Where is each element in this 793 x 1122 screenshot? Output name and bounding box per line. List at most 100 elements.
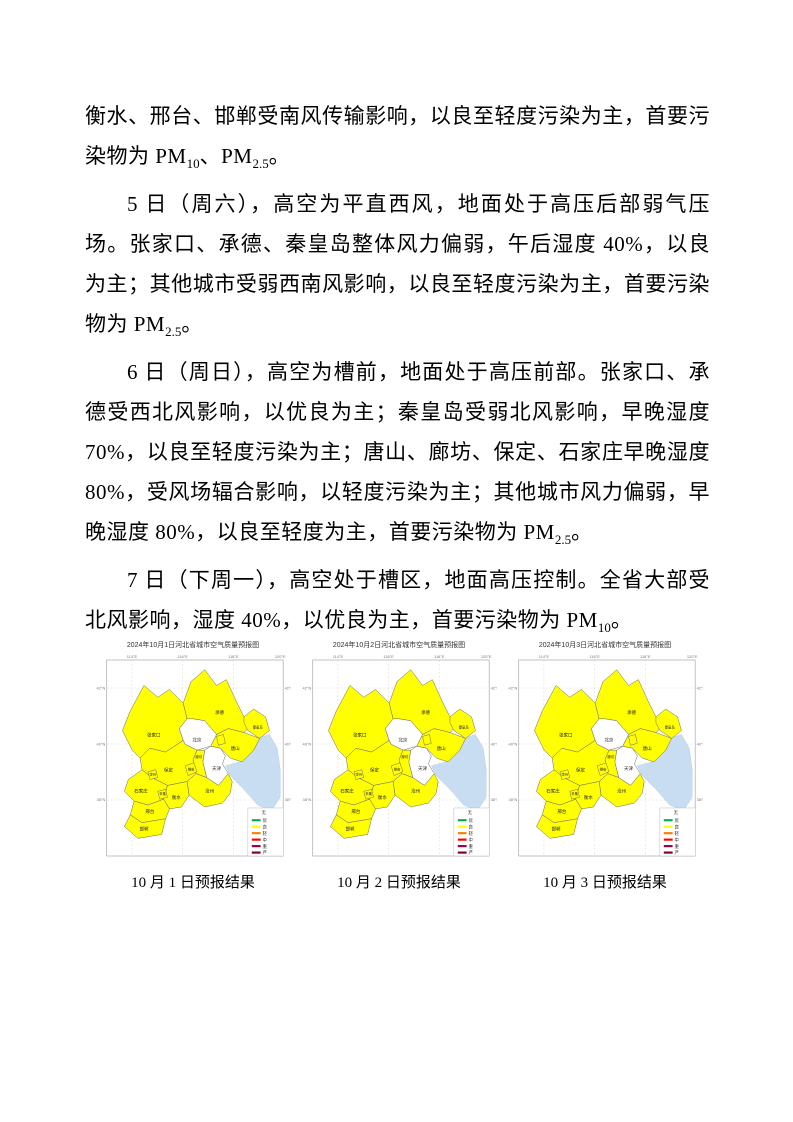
region-xinji	[569, 789, 580, 800]
axis-label: 38°N	[491, 797, 497, 802]
forecast-map-1: 2024年10月1日河北省城市空气质量预报图 114°E 116°E 118°E…	[95, 640, 291, 892]
axis-labels: 114°E 116°E 118°E 120°E 42°N 40°N 38°N 4…	[97, 654, 291, 802]
label-chengde: 承德	[421, 709, 430, 716]
forecast-maps-row: 2024年10月1日河北省城市空气质量预报图 114°E 116°E 118°E…	[95, 640, 705, 892]
axis-labels: 114°E 116°E 118°E 120°E 42°N 40°N 38°N 4…	[509, 654, 703, 802]
legend-label: 严	[675, 850, 680, 856]
label-xiongan: 雄安	[188, 767, 195, 772]
legend-label: 轻	[675, 830, 680, 837]
label-xiongan: 雄安	[600, 767, 607, 772]
label-langfang: 廊坊	[608, 754, 615, 759]
label-langfang: 廊坊	[402, 754, 409, 759]
region-langfang-exclave	[628, 734, 638, 746]
region-dingzhou	[147, 769, 158, 780]
map-image: 114°E 116°E 118°E 120°E 42°N 40°N 38°N 4…	[303, 654, 497, 857]
axis-label: 40°N	[285, 741, 291, 746]
label-qinhuangdao: 秦皇岛	[459, 725, 470, 730]
city-regions	[534, 669, 682, 839]
axis-label: 38°N	[509, 797, 518, 802]
label-xinji: 辛集	[571, 791, 578, 796]
label-shijiazhuang: 石家庄	[134, 787, 148, 794]
region-dingzhou	[559, 769, 570, 780]
legend-label: 良	[263, 823, 268, 830]
legend-label: 中	[263, 836, 267, 843]
legend-label: 优	[469, 817, 474, 824]
region-xinji	[363, 789, 374, 800]
label-baoding: 保定	[164, 767, 173, 774]
label-shijiazhuang: 石家庄	[546, 787, 560, 794]
axis-label: 40°N	[97, 741, 106, 746]
legend-label: 轻	[469, 830, 474, 837]
legend-label: 优	[675, 817, 680, 824]
region-handan	[124, 814, 166, 839]
axis-label: 42°N	[303, 685, 312, 690]
paragraph: 7 日（下周一），高空处于槽区，地面高压控制。全省大部受北风影响，湿度 40%，…	[85, 568, 710, 635]
city-labels: 张家口 承德 秦皇岛 唐山 北京 天津 廊坊 保定 雄安 定州 石家庄 辛集 沧…	[134, 709, 263, 833]
region-xinji	[157, 789, 168, 800]
legend-label: 重	[263, 843, 268, 849]
label-qinhuangdao: 秦皇岛	[253, 725, 264, 730]
axis-label: 120°E	[275, 654, 286, 659]
label-qinhuangdao: 秦皇岛	[665, 725, 676, 730]
axis-label: 42°N	[697, 685, 703, 690]
label-handan: 邯郸	[552, 826, 561, 833]
axis-label: 40°N	[509, 741, 518, 746]
label-cangzhou: 沧州	[205, 787, 214, 794]
label-handan: 邯郸	[346, 826, 355, 833]
axis-label: 40°N	[491, 741, 497, 746]
region-langfang-exclave	[422, 734, 432, 746]
axis-label: 42°N	[97, 685, 106, 690]
legend-header: 无	[262, 810, 267, 816]
axis-label: 118°E	[640, 654, 651, 659]
axis-label: 38°N	[97, 797, 106, 802]
legend-header: 无	[674, 810, 679, 816]
label-dingzhou: 定州	[149, 772, 156, 777]
axis-label: 118°E	[228, 654, 239, 659]
label-tianjin: 天津	[418, 765, 427, 772]
label-tangshan: 唐山	[437, 745, 446, 752]
legend-label: 中	[675, 836, 679, 843]
region-handan	[330, 814, 372, 839]
label-baoding: 保定	[576, 767, 585, 774]
label-hengshui: 衡水	[584, 794, 593, 801]
label-dingzhou: 定州	[561, 772, 568, 777]
axis-label: 114°E	[333, 654, 344, 659]
axis-label: 118°E	[434, 654, 445, 659]
label-xingtai: 邢台	[557, 808, 566, 815]
label-tianjin: 天津	[212, 765, 221, 772]
axis-label: 116°E	[589, 654, 600, 659]
label-tianjin: 天津	[624, 765, 633, 772]
region-dingzhou	[353, 769, 364, 780]
label-hengshui: 衡水	[172, 794, 181, 801]
legend-label: 严	[469, 850, 474, 856]
map-title: 2024年10月2日河北省城市空气质量预报图	[332, 642, 466, 649]
region-langfang-exclave	[216, 734, 226, 746]
label-handan: 邯郸	[140, 826, 149, 833]
region-qinhuangdao	[449, 708, 476, 739]
city-regions	[122, 669, 270, 839]
legend-box	[453, 807, 490, 857]
axis-label: 40°N	[303, 741, 312, 746]
label-langfang: 廊坊	[196, 754, 203, 759]
axis-label: 38°N	[285, 797, 291, 802]
map-caption: 10 月 2 日预报结果	[337, 875, 461, 891]
label-xinji: 辛集	[365, 791, 372, 796]
city-labels: 张家口 承德 秦皇岛 唐山 北京 天津 廊坊 保定 雄安 定州 石家庄 辛集 沧…	[340, 709, 469, 833]
legend-header: 无	[468, 810, 473, 816]
legend-label: 重	[469, 843, 474, 849]
paragraph: 6 日（周日），高空为槽前，地面处于高压前部。张家口、承德受西北风影响，以优良为…	[85, 360, 710, 547]
label-beijing: 北京	[398, 736, 407, 743]
legend-label: 轻	[263, 830, 268, 837]
label-xinji: 辛集	[159, 791, 166, 796]
axis-label: 38°N	[303, 797, 312, 802]
label-cangzhou: 沧州	[411, 787, 420, 794]
label-beijing: 北京	[192, 736, 201, 743]
paragraph: 衡水、邢台、邯郸受南风传输影响，以良至轻度污染为主，首要污染物为 PM10、PM…	[85, 104, 710, 171]
axis-label: 120°E	[481, 654, 492, 659]
legend-label: 良	[675, 823, 680, 830]
legend-label: 优	[263, 817, 268, 824]
axis-label: 42°N	[285, 685, 291, 690]
label-xingtai: 邢台	[351, 808, 360, 815]
